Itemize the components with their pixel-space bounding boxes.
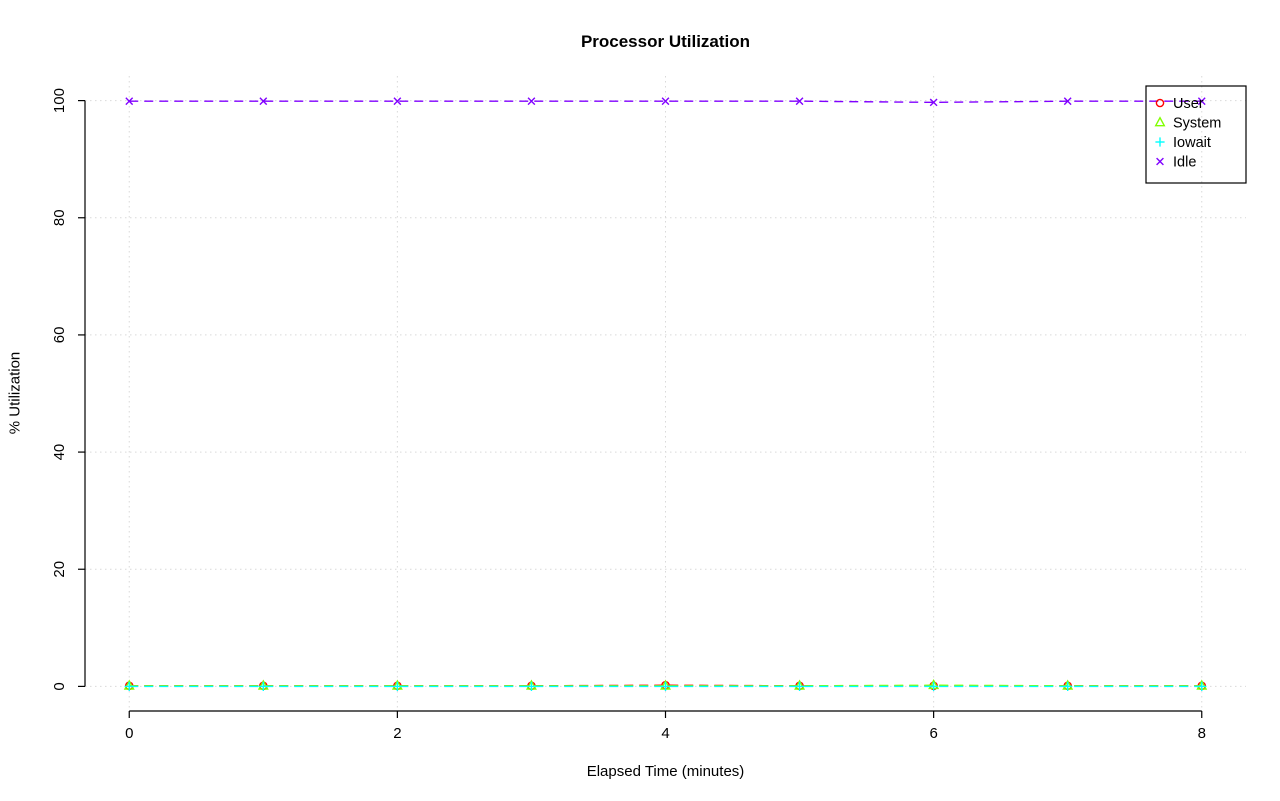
x-marker: [125, 97, 134, 106]
legend-label: System: [1173, 116, 1221, 132]
x-marker: [795, 97, 804, 106]
x-tick-label: 0: [125, 725, 133, 742]
y-tick-label: 100: [51, 88, 68, 113]
axes: [78, 100, 1203, 718]
x-marker: [527, 97, 536, 106]
x-tick-label: 2: [393, 725, 401, 742]
y-tick-label: 0: [51, 682, 68, 690]
grid: [85, 76, 1246, 711]
x-marker: [929, 98, 938, 107]
x-marker: [393, 97, 402, 106]
legend: [1145, 85, 1247, 184]
x-tick-label: 6: [929, 725, 937, 742]
x-tick-label: 8: [1198, 725, 1206, 742]
x-marker: [1063, 97, 1072, 106]
y-tick-label: 80: [51, 209, 68, 226]
circle-marker: [1155, 98, 1165, 108]
series-idle: [125, 97, 1206, 107]
series-line: [129, 100, 1202, 104]
y-tick-label: 20: [51, 561, 68, 578]
triangle-marker: [1154, 116, 1166, 127]
series-iowait: [124, 681, 1207, 691]
x-axis-label: Elapsed Time (minutes): [586, 763, 745, 780]
legend-box: [1145, 85, 1247, 184]
x-marker: [259, 97, 268, 106]
legend-label: Idle: [1173, 155, 1196, 171]
series-line: [129, 684, 1202, 687]
x-tick-label: 4: [661, 725, 669, 742]
legend-label: User: [1173, 96, 1204, 112]
y-tick-label: 60: [51, 327, 68, 344]
x-marker: [1156, 157, 1164, 166]
x-marker: [661, 97, 670, 106]
y-tick-label: 40: [51, 444, 68, 461]
legend-label: Iowait: [1173, 135, 1211, 151]
x-marker: [1197, 97, 1206, 106]
chart-title: Processor Utilization: [580, 32, 751, 51]
